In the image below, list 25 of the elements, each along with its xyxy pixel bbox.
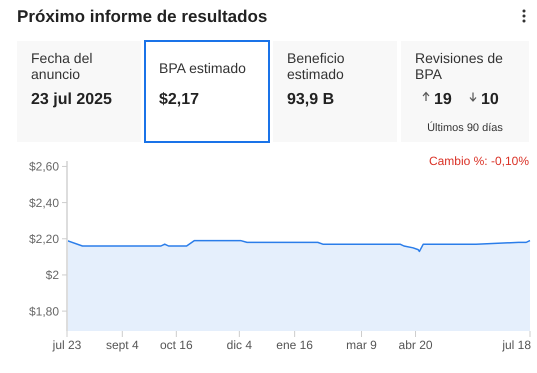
x-tick-label: dic 4	[226, 338, 252, 352]
y-tick-label: $2,60	[28, 160, 60, 174]
x-tick-label: mar 9	[346, 338, 378, 352]
y-tick-label: $2	[46, 268, 60, 282]
text: BPA estimado	[159, 60, 246, 76]
text: Fecha del anuncio	[31, 50, 92, 82]
text: $2,17	[159, 91, 200, 108]
x-tick-label: abr 20	[398, 338, 433, 352]
x-tick-label: jul 23	[52, 338, 82, 352]
chart-title: Próximo informe de resultados	[17, 7, 268, 26]
x-tick-label: jul 18	[501, 338, 532, 352]
x-tick-label: sept 4	[106, 338, 139, 352]
annotation: Cambio %: -0,10%	[428, 154, 530, 168]
text: Revisiones de BPA	[415, 50, 504, 82]
y-tick-label: $1,80	[28, 304, 60, 318]
text: Beneficio estimado	[287, 50, 345, 82]
text: 19	[434, 91, 452, 108]
y-tick-label: $2,40	[28, 196, 60, 210]
text: 23 jul 2025	[31, 91, 112, 108]
text: Últimos 90 días	[427, 121, 504, 134]
y-tick-label: $2,20	[28, 232, 60, 246]
x-tick-label: ene 16	[276, 338, 314, 352]
text: 93,9 B	[287, 91, 334, 108]
x-tick-label: oct 16	[160, 338, 193, 352]
text: 10	[481, 91, 499, 108]
